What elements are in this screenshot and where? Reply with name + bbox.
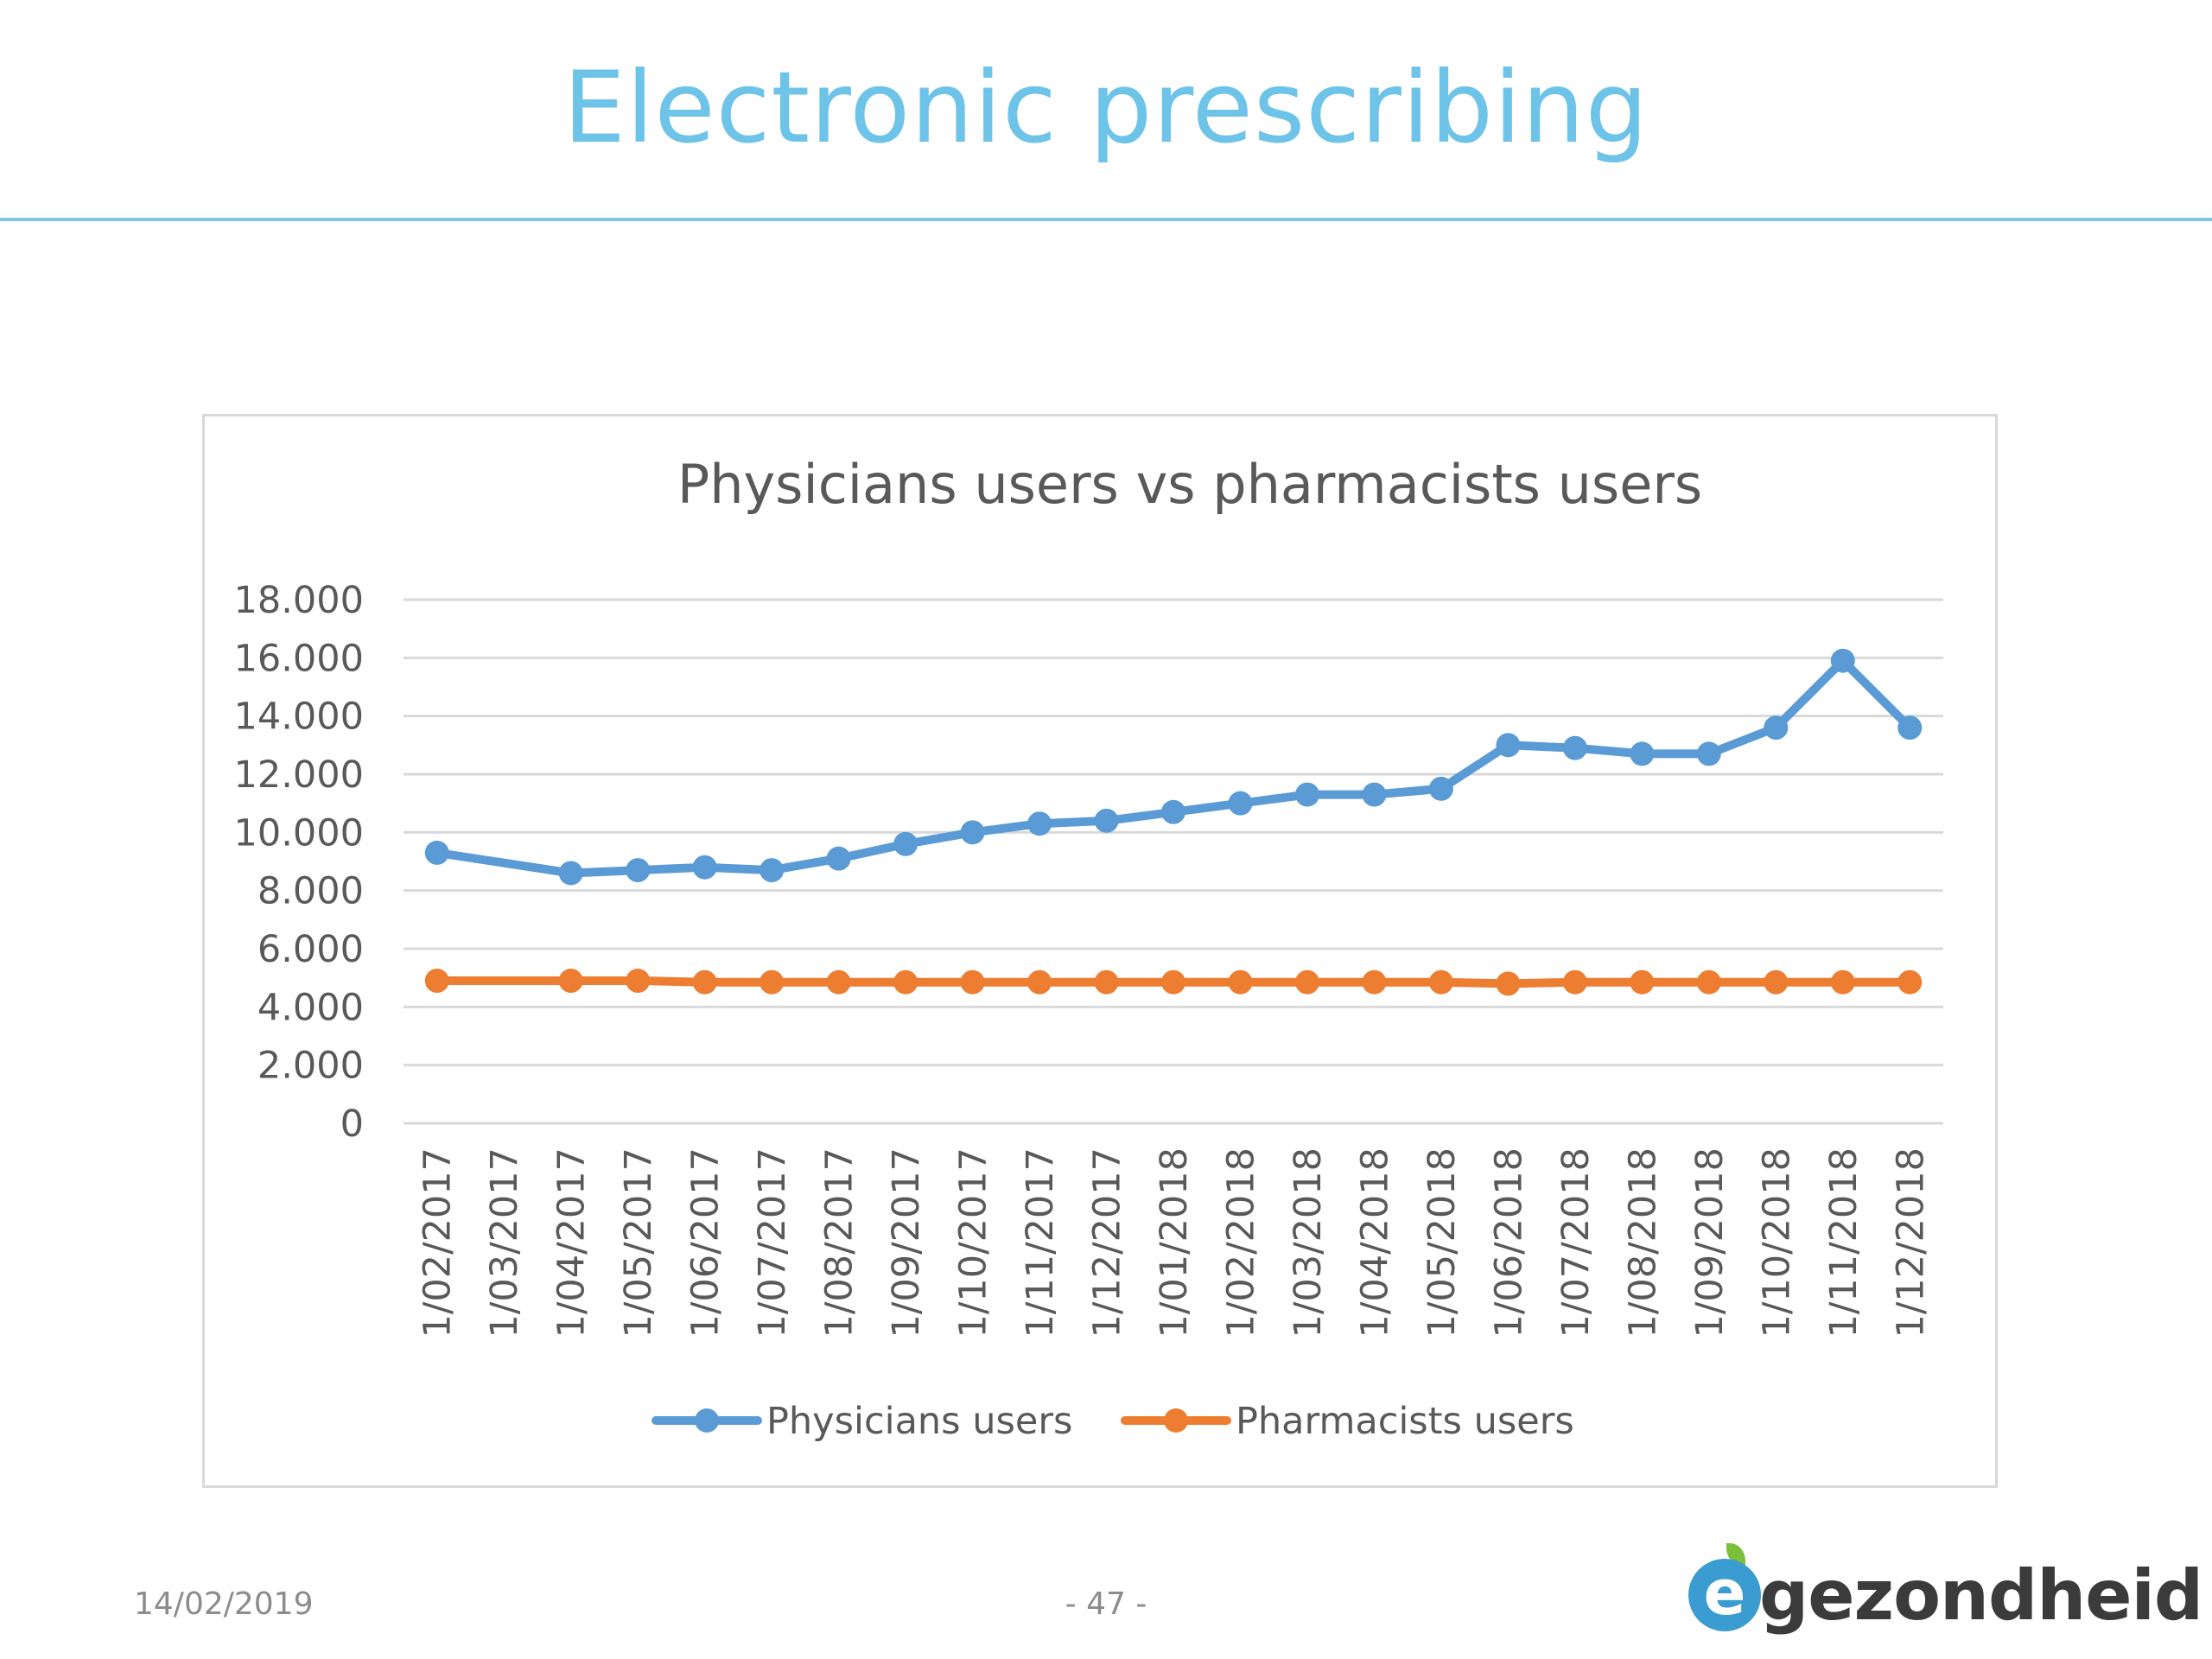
- data-point: [424, 969, 449, 994]
- data-point: [1027, 969, 1052, 995]
- x-tick-label: 1/12/2018: [1889, 1147, 1932, 1338]
- data-point: [424, 840, 449, 865]
- x-tick-label: 1/03/2018: [1287, 1147, 1330, 1338]
- data-point: [1362, 969, 1387, 995]
- data-point: [1094, 808, 1119, 833]
- x-tick-label: 1/08/2017: [818, 1147, 861, 1338]
- y-tick-label: 10.000: [234, 811, 364, 855]
- x-tick-label: 1/06/2018: [1487, 1147, 1530, 1338]
- data-point: [1294, 969, 1319, 995]
- legend-label-1: Physicians users: [766, 1400, 1072, 1443]
- data-point: [1630, 741, 1655, 766]
- x-tick-label: 1/03/2017: [483, 1147, 526, 1338]
- x-tick-label: 1/07/2018: [1554, 1147, 1598, 1338]
- legend-marker-1: [695, 1408, 719, 1433]
- data-point: [1897, 969, 1923, 995]
- x-tick-label: 1/02/2018: [1219, 1147, 1262, 1338]
- x-tick-label: 1/06/2017: [684, 1147, 728, 1338]
- data-point: [1696, 969, 1721, 995]
- data-point: [1161, 799, 1185, 824]
- data-point: [1562, 735, 1587, 760]
- data-point: [1830, 648, 1855, 673]
- x-tick-label: 1/09/2017: [885, 1147, 928, 1338]
- data-point: [1630, 969, 1655, 995]
- y-tick-label: 8.000: [257, 870, 364, 913]
- page-number: - 47 -: [1065, 1586, 1147, 1622]
- data-point: [692, 969, 717, 995]
- data-point: [1496, 733, 1521, 758]
- data-point: [1897, 715, 1923, 741]
- x-tick-label: 1/01/2018: [1153, 1147, 1196, 1338]
- slide-title: Electronic prescribing: [563, 50, 1649, 165]
- data-point: [1161, 969, 1185, 995]
- y-tick-label: 6.000: [257, 928, 364, 971]
- data-point: [1362, 782, 1387, 807]
- data-point: [1228, 969, 1253, 995]
- y-tick-label: 18.000: [234, 579, 364, 622]
- data-point: [1562, 969, 1587, 995]
- line-chart: Physicians users vs pharmacists users 0 2.…: [234, 453, 1943, 1443]
- legend-label-2: Pharmacists users: [1236, 1400, 1574, 1443]
- data-point: [1764, 715, 1789, 741]
- series-line-2: [432, 976, 1915, 988]
- x-tick-label: 1/10/2017: [952, 1147, 995, 1338]
- data-point: [626, 858, 651, 883]
- x-tick-label: 1/02/2017: [416, 1147, 460, 1338]
- y-tick-label: 16.000: [234, 637, 364, 680]
- y-tick-label: 0: [340, 1103, 364, 1146]
- data-point: [626, 969, 651, 994]
- x-tick-label: 1/04/2018: [1353, 1147, 1396, 1338]
- data-point: [826, 846, 851, 871]
- logo-e-icon: e: [1688, 1559, 1761, 1631]
- data-point: [558, 861, 583, 886]
- legend-marker-2: [1164, 1408, 1188, 1433]
- data-point: [893, 969, 918, 995]
- logo-text: gezondheid: [1759, 1555, 2203, 1636]
- data-point: [760, 858, 785, 883]
- data-point: [826, 969, 851, 995]
- data-point: [1094, 969, 1119, 995]
- data-point: [1496, 971, 1521, 996]
- data-point: [893, 831, 918, 856]
- x-tick-label: 1/11/2018: [1822, 1147, 1866, 1338]
- title-divider: [0, 218, 2212, 221]
- x-tick-label: 1/04/2017: [550, 1147, 594, 1338]
- x-tick-label: 1/12/2017: [1086, 1147, 1129, 1338]
- data-point: [760, 969, 785, 995]
- x-tick-label: 1/05/2018: [1421, 1147, 1464, 1338]
- egezondheid-logo: e gezondheid: [1685, 1540, 2203, 1643]
- x-tick-label: 1/09/2018: [1688, 1147, 1732, 1338]
- footer-date: 14/02/2019: [134, 1586, 314, 1622]
- data-point: [1764, 969, 1789, 995]
- x-tick-label: 1/11/2017: [1019, 1147, 1062, 1338]
- data-point: [692, 855, 717, 880]
- y-tick-label: 2.000: [257, 1045, 364, 1088]
- data-point: [1428, 969, 1453, 995]
- data-point: [1428, 776, 1453, 801]
- y-tick-label: 4.000: [257, 986, 364, 1029]
- x-tick-label: 1/10/2018: [1755, 1147, 1798, 1338]
- data-point: [558, 969, 583, 994]
- data-point: [1294, 782, 1319, 807]
- chart-title: Physicians users vs pharmacists users: [677, 453, 1702, 516]
- x-tick-label: 1/08/2018: [1621, 1147, 1664, 1338]
- data-point: [1228, 791, 1253, 816]
- x-tick-label: 1/07/2017: [751, 1147, 794, 1338]
- data-point: [1696, 741, 1721, 766]
- chart-frame: Physicians users vs pharmacists users 0 2.…: [202, 414, 1998, 1488]
- data-point: [1027, 811, 1052, 836]
- y-tick-label: 14.000: [234, 696, 364, 739]
- y-tick-label: 12.000: [234, 753, 364, 797]
- data-point: [1830, 969, 1855, 995]
- data-point: [960, 820, 985, 845]
- data-point: [960, 969, 985, 995]
- x-tick-label: 1/05/2017: [617, 1147, 660, 1338]
- series-line-1: [432, 656, 1915, 878]
